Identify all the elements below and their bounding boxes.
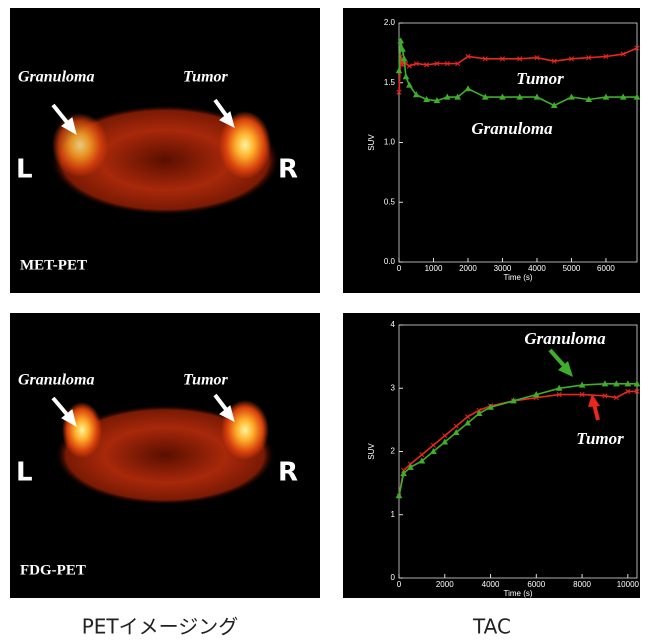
series-annotation: Tumor (516, 69, 564, 88)
x-tick-label: 1000 (425, 264, 443, 273)
y-tick-label: 0 (391, 573, 396, 582)
x-tick-label: 5000 (563, 264, 581, 273)
x-tick-label: 2000 (459, 264, 477, 273)
series-annotation: Granuloma (524, 329, 606, 348)
y-tick-label: 1.0 (384, 138, 396, 147)
x-tick-label: 4000 (482, 580, 500, 589)
image-label: R (278, 155, 298, 185)
series-annotation: Granuloma (471, 119, 553, 138)
modality-label: MET-PET (20, 257, 87, 273)
image-label: L (16, 458, 33, 488)
x-tick-label: 4000 (528, 264, 546, 273)
x-tick-label: 10000 (617, 580, 640, 589)
y-tick-label: 3 (391, 383, 396, 392)
y-tick-label: 1 (391, 510, 396, 519)
y-axis-label: SUV (367, 134, 376, 151)
caption: TAC (472, 615, 511, 639)
y-tick-label: 2.0 (384, 18, 396, 27)
x-tick-label: 0 (397, 264, 402, 273)
caption: PETイメージング (82, 615, 239, 639)
image-label: Granuloma (18, 69, 94, 86)
y-axis-label: SUV (367, 443, 376, 460)
x-axis-label: Time (s) (503, 589, 532, 598)
modality-label: FDG-PET (20, 562, 86, 578)
image-label: Granuloma (18, 372, 94, 389)
x-tick-label: 3000 (494, 264, 512, 273)
x-tick-label: 6000 (597, 264, 615, 273)
image-label: L (16, 155, 33, 185)
x-tick-label: 0 (397, 580, 402, 589)
x-tick-label: 8000 (573, 580, 591, 589)
image-label: Tumor (183, 69, 229, 86)
x-tick-label: 6000 (527, 580, 545, 589)
chart-panel (343, 313, 640, 598)
y-tick-label: 0.5 (384, 197, 396, 206)
figure: Granuloma Tumor L R MET-PET Granuloma Tumor L R F… (0, 0, 648, 644)
image-label: Tumor (183, 372, 229, 389)
chart-panel (343, 8, 640, 293)
x-axis-label: Time (s) (503, 273, 532, 282)
y-tick-label: 4 (391, 320, 396, 329)
image-label: R (278, 458, 298, 488)
x-tick-label: 2000 (436, 580, 454, 589)
series-annotation: Tumor (576, 429, 624, 448)
y-tick-label: 0.0 (384, 257, 396, 266)
y-tick-label: 2 (391, 447, 396, 456)
blob (50, 105, 280, 505)
y-tick-label: 1.5 (384, 78, 396, 87)
